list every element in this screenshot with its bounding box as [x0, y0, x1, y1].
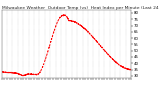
- Text: Milwaukee Weather  Outdoor Temp (vs)  Heat Index per Minute (Last 24 Hours): Milwaukee Weather Outdoor Temp (vs) Heat…: [2, 6, 160, 10]
